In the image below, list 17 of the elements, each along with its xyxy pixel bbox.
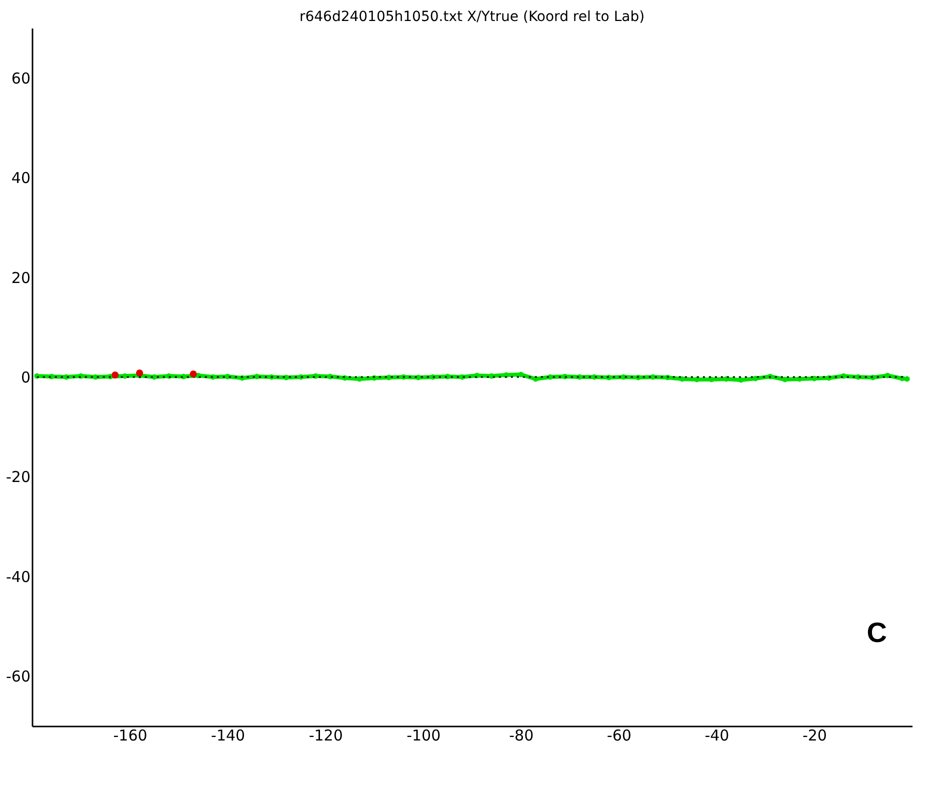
y-tick-label: 40 — [11, 169, 30, 188]
annotation: C — [866, 617, 887, 648]
y-tick-label: -20 — [6, 468, 30, 486]
x-tick-label: -40 — [704, 726, 730, 744]
y-tick-label: 0 — [20, 368, 30, 386]
y-tick-label: 60 — [11, 69, 30, 88]
y-tick-label: -40 — [6, 568, 30, 586]
x-tick-label: -140 — [211, 726, 246, 744]
chart-title: r646d240105h1050.txt X/Ytrue (Koord rel to Lab) — [299, 9, 645, 25]
x-tick-label: -120 — [308, 726, 343, 744]
x-tick-label: -80 — [509, 726, 534, 744]
x-tick-label: -60 — [606, 726, 632, 744]
x-tick-label: -20 — [802, 726, 827, 744]
y-tick-label: -60 — [6, 668, 30, 686]
x-tick-label: -100 — [406, 726, 441, 744]
x-tick-label: -160 — [113, 726, 148, 744]
y-tick-label: 20 — [11, 268, 30, 287]
